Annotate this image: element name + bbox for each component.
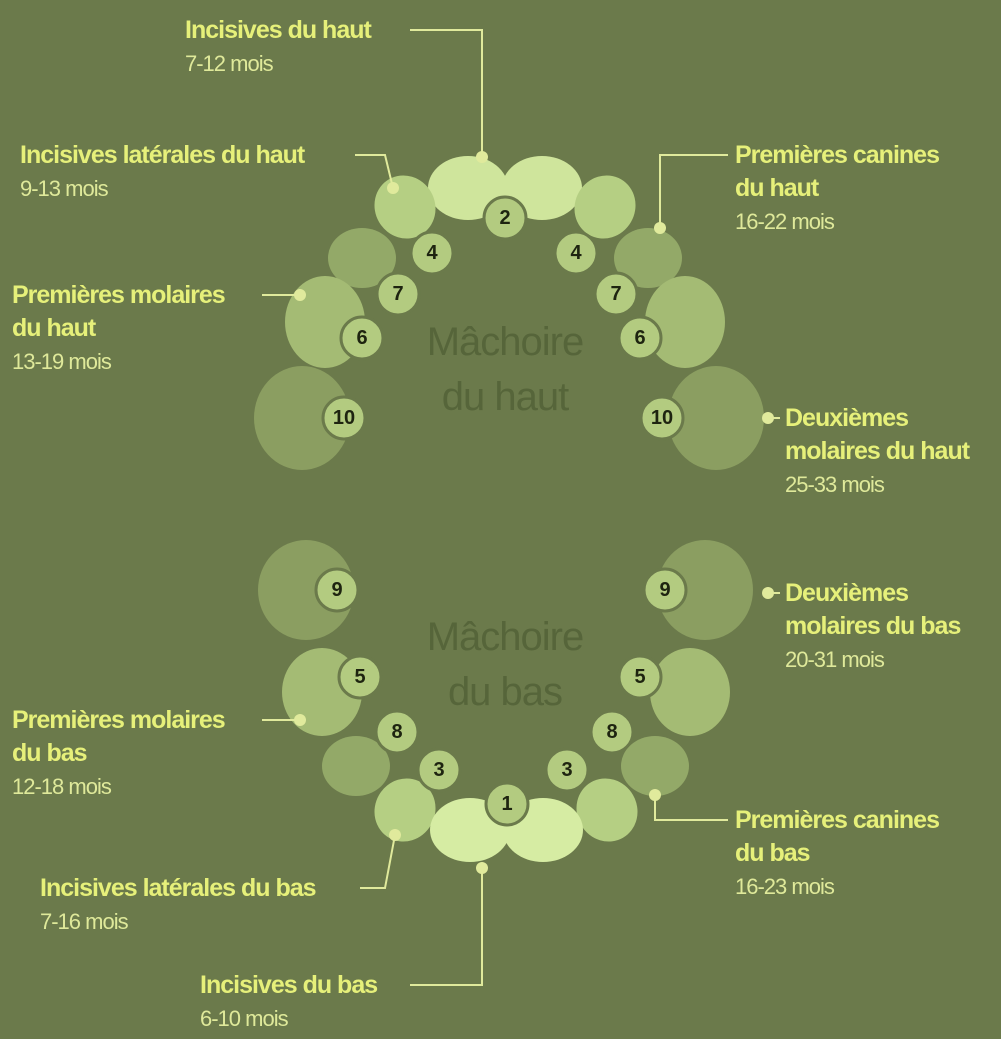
leader-dot [762,587,774,599]
tooth-number: 5 [354,666,365,688]
leader-dot [476,151,488,163]
leader-dot [654,222,666,234]
leader-dot [294,714,306,726]
eruption-age: 7-16 mois [40,909,129,934]
jaw-label: Mâchoire [427,320,584,364]
tooth-number: 3 [433,759,444,781]
eruption-age: 16-23 mois [735,874,835,899]
eruption-age: 9-13 mois [20,176,109,201]
leader-dot [476,862,488,874]
tooth-number: 6 [634,327,645,349]
tooth-number: 9 [331,579,342,601]
tooth-number: 10 [651,407,673,429]
tooth-name: Premières canines [735,141,939,169]
jaw-label: Mâchoire [427,615,584,659]
tooth-name: du bas [735,839,810,867]
eruption-age: 16-22 mois [735,209,835,234]
jaw-label: du haut [442,375,569,419]
tooth-name: Premières molaires [12,281,225,309]
tooth-name: du haut [12,314,97,342]
eruption-age: 12-18 mois [12,774,112,799]
tooth-name: du haut [735,174,820,202]
tooth [645,276,725,368]
tooth-name: Premières molaires [12,706,225,734]
tooth-name: Incisives latérales du bas [40,874,316,902]
eruption-age: 7-12 mois [185,51,274,76]
tooth-number: 9 [659,579,670,601]
tooth-number: 1 [501,793,512,815]
tooth-number: 3 [561,759,572,781]
tooth-number: 5 [634,666,645,688]
leader-dot [294,289,306,301]
tooth-number: 2 [499,207,510,229]
leader-dot [649,789,661,801]
eruption-age: 13-19 mois [12,349,112,374]
tooth-number: 4 [426,242,438,264]
tooth-number: 8 [391,721,402,743]
eruption-age: 20-31 mois [785,647,885,672]
leader-dot [389,829,401,841]
tooth [650,648,730,736]
tooth-number: 7 [610,283,621,305]
tooth-name: molaires du bas [785,612,960,640]
eruption-age: 25-33 mois [785,472,885,497]
eruption-age: 6-10 mois [200,1006,289,1031]
tooth-number: 10 [333,407,355,429]
tooth-name: molaires du haut [785,437,971,465]
tooth-number: 4 [570,242,582,264]
tooth-name: Incisives du bas [200,971,377,999]
tooth-name: du bas [12,739,87,767]
leader-dot [762,412,774,424]
tooth-number: 6 [356,327,367,349]
leader-dot [387,182,399,194]
page: Mâchoiredu hautMâchoiredu bas24477661010… [0,0,1001,1039]
tooth-number: 7 [392,283,403,305]
tooth-name: Deuxièmes [785,404,908,432]
jaw-label: du bas [448,670,562,714]
tooth [621,736,689,796]
tooth-name: Incisives latérales du haut [20,141,306,169]
tooth-name: Premières canines [735,806,939,834]
diagram: Mâchoiredu hautMâchoiredu bas24477661010… [0,0,1001,1039]
tooth-number: 8 [606,721,617,743]
tooth-name: Deuxièmes [785,579,908,607]
tooth-name: Incisives du haut [185,16,373,44]
